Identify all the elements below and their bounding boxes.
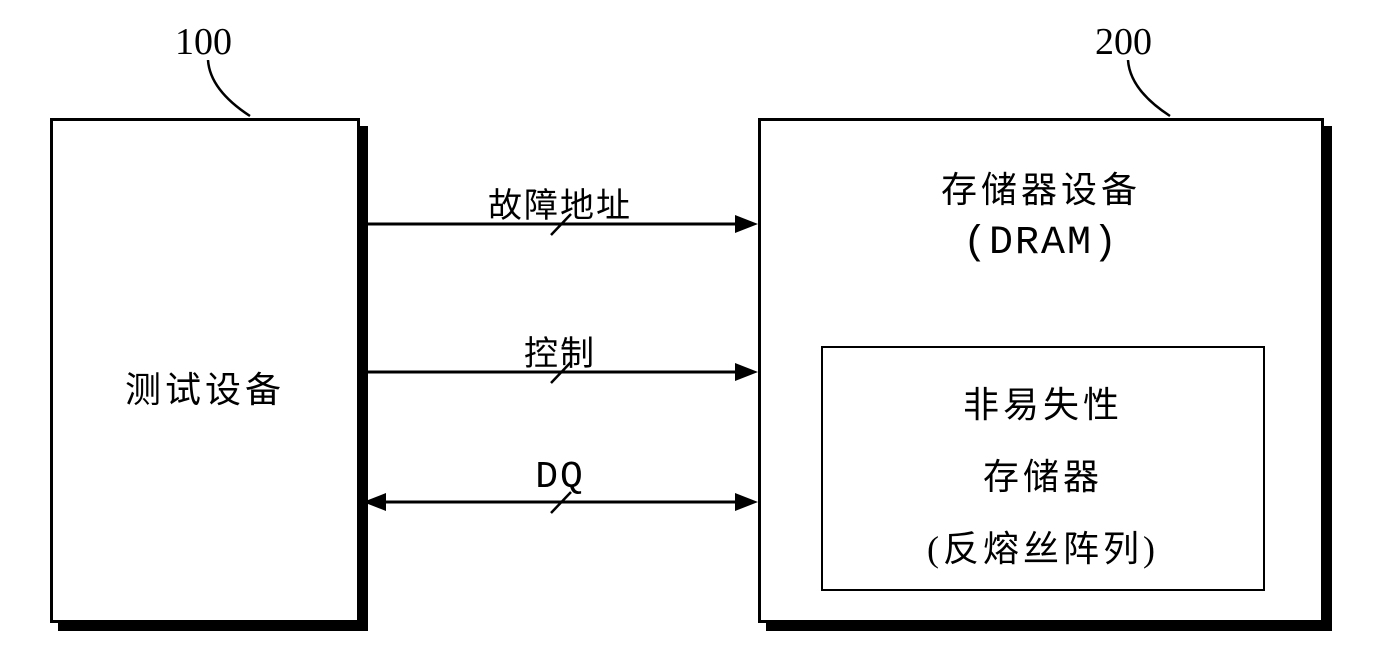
arrow3	[363, 490, 758, 550]
arrow1	[363, 212, 758, 272]
inner-box-line1: 非易失性	[823, 376, 1263, 428]
ref-number-100: 100	[175, 20, 232, 64]
callout-curve-100	[200, 60, 280, 120]
right-block-title1: 存储器设备	[761, 161, 1321, 213]
arrow2	[363, 360, 758, 420]
ref-number-200: 200	[1095, 20, 1152, 64]
right-block: 存储器设备 (DRAM) 非易失性 存储器 (反熔丝阵列)	[758, 118, 1324, 623]
right-block-title2: (DRAM)	[761, 221, 1321, 266]
inner-box-line2: 存储器	[823, 448, 1263, 500]
left-block-label: 测试设备	[53, 361, 357, 413]
inner-box-line3: (反熔丝阵列)	[823, 520, 1263, 572]
inner-box: 非易失性 存储器 (反熔丝阵列)	[821, 346, 1265, 591]
callout-curve-200	[1120, 60, 1200, 120]
left-block: 测试设备	[50, 118, 360, 623]
